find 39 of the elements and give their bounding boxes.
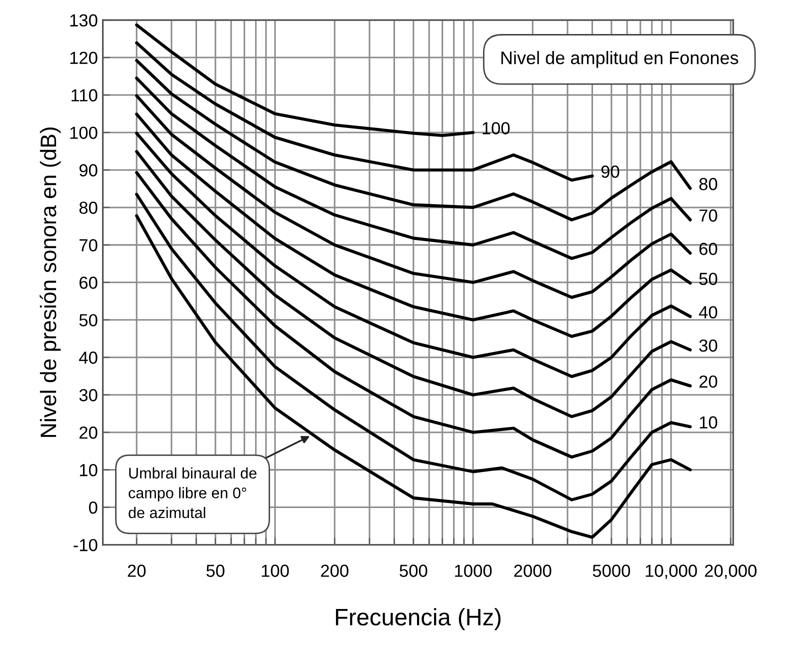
x-tick-label: 5000 xyxy=(592,564,630,577)
series-label: 60 xyxy=(699,242,718,256)
x-tick-label: 500 xyxy=(400,564,428,577)
series-label: 100 xyxy=(482,122,510,134)
series-label: 80 xyxy=(699,178,718,190)
x-tick-label: 2000 xyxy=(514,564,552,577)
y-tick-label: -10 xyxy=(74,538,98,552)
x-axis-title: Frecuencia (Hz) xyxy=(336,608,501,630)
x-tick-label: 10,000 xyxy=(646,564,697,580)
y-tick-label: 130 xyxy=(70,14,98,27)
x-tick-label: 50 xyxy=(206,564,224,577)
series-label: 90 xyxy=(601,166,620,178)
y-tick-label: 80 xyxy=(79,202,98,214)
x-tick-label: 1000 xyxy=(455,564,492,577)
series-label: 10 xyxy=(700,416,718,429)
y-tick-label: 100 xyxy=(70,126,98,139)
y-tick-label: 40 xyxy=(79,352,98,364)
y-tick-label: 90 xyxy=(79,164,98,176)
series-label: 20 xyxy=(699,375,718,388)
y-tick-label: 120 xyxy=(70,52,98,64)
series-label: 30 xyxy=(699,339,718,352)
x-tick-label: 20 xyxy=(128,564,146,577)
y-tick-label: 20 xyxy=(80,426,98,439)
annotation: Nivel de amplitud en Fonones xyxy=(501,50,738,68)
y-tick-label: 60 xyxy=(80,276,98,289)
series-label: 70 xyxy=(699,209,718,222)
y-tick-label: 10 xyxy=(80,464,98,476)
y-tick-label: 30 xyxy=(79,389,98,402)
annotation: Umbral binaural de campo libre en 0° de azimutal xyxy=(128,467,256,518)
x-tick-label: 20,000 xyxy=(704,564,757,580)
y-tick-label: 50 xyxy=(79,314,98,326)
y-tick-label: 0 xyxy=(89,501,98,514)
series-label: 40 xyxy=(698,306,718,318)
series-label: 50 xyxy=(699,272,718,286)
y-tick-label: 70 xyxy=(80,239,98,252)
y-axis-title: Nivel de presión sonora en (dB) xyxy=(40,128,61,437)
x-tick-label: 100 xyxy=(262,564,289,577)
y-tick-label: 110 xyxy=(72,89,98,102)
x-tick-label: 200 xyxy=(321,564,348,577)
